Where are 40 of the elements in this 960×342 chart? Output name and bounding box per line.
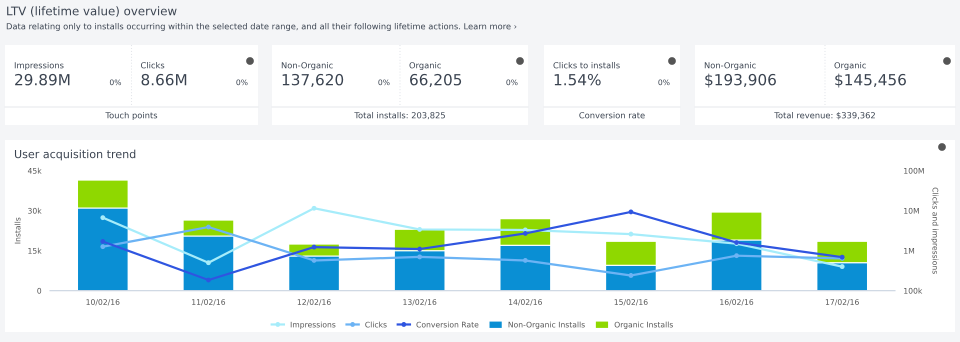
point — [100, 244, 106, 250]
point — [522, 258, 528, 263]
point — [312, 206, 316, 211]
text: LTV (lifetime value) overview — [7, 6, 177, 17]
point — [312, 244, 316, 250]
text: Total installs: 203,825 — [354, 112, 445, 120]
point — [840, 264, 845, 270]
point — [628, 210, 634, 214]
text: 1.54% — [554, 74, 601, 86]
text: Touch points — [105, 112, 158, 120]
text: Total revenue: $339,362 — [774, 112, 875, 120]
point — [417, 246, 422, 252]
category-label: Non-Organic — [704, 62, 756, 70]
point — [522, 231, 528, 236]
point — [100, 215, 106, 220]
point — [417, 227, 422, 232]
text: $145,456 — [835, 74, 906, 88]
category-label: Clicks — [140, 62, 164, 68]
text: 29.89M — [15, 74, 70, 86]
text: Data relating only to installs occurring within the selected date range, and all their following lifetime actions. Learn more › — [6, 22, 516, 32]
point — [206, 278, 211, 282]
chart-title: User acquisition trend — [14, 150, 136, 160]
text: 137,620 — [282, 74, 344, 87]
point — [100, 239, 106, 244]
text: 66,205 — [410, 74, 462, 87]
text: $193,906 — [705, 74, 776, 88]
category-label: Organic — [409, 62, 441, 70]
point — [628, 273, 634, 278]
point — [628, 232, 634, 237]
category-label: Organic — [834, 62, 866, 70]
point — [312, 258, 316, 263]
category-label: Impressions — [14, 62, 64, 70]
text: Conversion rate — [579, 112, 645, 118]
point — [734, 253, 739, 258]
point — [206, 224, 211, 230]
category-label: Clicks to installs — [553, 62, 620, 68]
category-label: Non-Organic — [282, 62, 333, 70]
point — [417, 254, 422, 260]
point — [206, 260, 211, 266]
text: 8.66M — [142, 74, 186, 86]
